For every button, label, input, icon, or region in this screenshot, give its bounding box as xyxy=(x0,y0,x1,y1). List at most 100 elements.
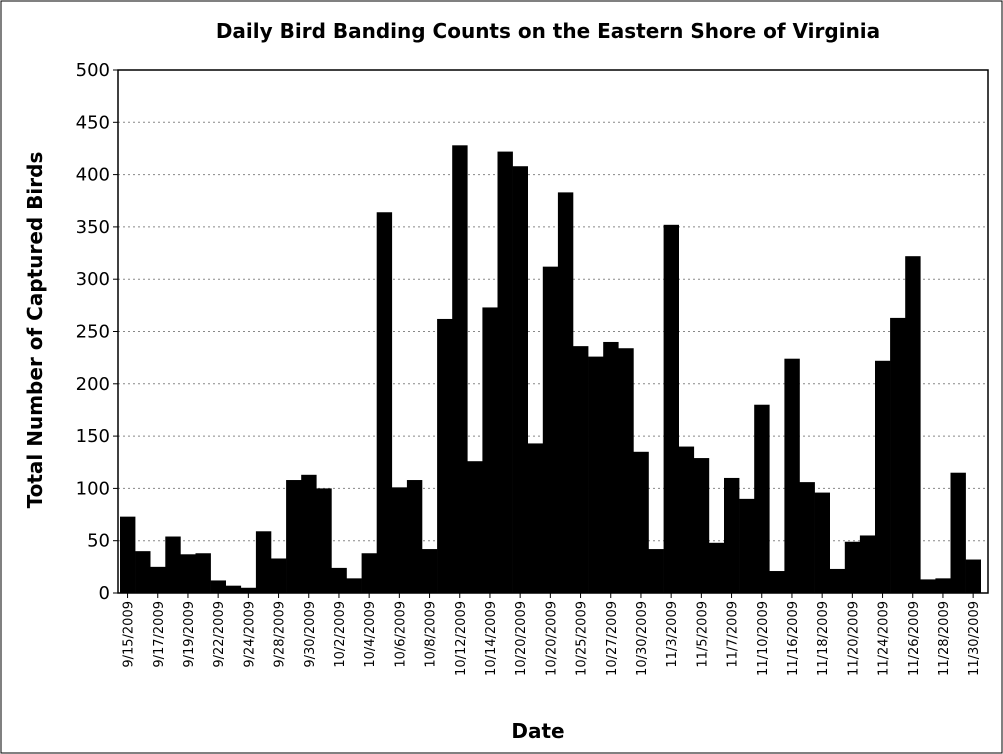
bar xyxy=(255,531,272,593)
x-tick-label: 9/22/2009 xyxy=(212,601,227,668)
bar xyxy=(663,224,679,594)
bar xyxy=(965,559,981,593)
x-tick-label: 10/4/2009 xyxy=(363,601,378,668)
y-tick-label: 200 xyxy=(76,374,110,395)
x-tick-label: 11/16/2009 xyxy=(786,601,801,676)
bar xyxy=(754,404,770,593)
bar xyxy=(301,474,317,593)
y-tick-label: 100 xyxy=(76,478,110,499)
y-tick-label: 350 xyxy=(76,217,110,238)
x-tick-label: 10/27/2009 xyxy=(605,601,620,676)
bar xyxy=(180,554,196,593)
x-tick-label: 10/20/2009 xyxy=(544,601,559,676)
x-tick-label: 11/7/2009 xyxy=(726,601,741,668)
bar xyxy=(633,451,649,593)
bar xyxy=(648,549,664,593)
bar xyxy=(376,212,393,594)
bar xyxy=(422,549,438,593)
x-tick-label: 11/10/2009 xyxy=(756,601,771,676)
bar xyxy=(467,461,483,593)
bar xyxy=(406,480,423,593)
bar xyxy=(135,551,151,593)
y-axis-label: Total Number of Captured Birds xyxy=(23,152,47,509)
bar xyxy=(769,571,785,593)
chart-title: Daily Bird Banding Counts on the Eastern… xyxy=(216,19,880,43)
bar xyxy=(482,307,498,593)
x-tick-label: 10/6/2009 xyxy=(393,601,408,668)
bar xyxy=(708,542,725,593)
x-tick-label: 9/30/2009 xyxy=(303,601,318,668)
x-tick-label: 10/14/2009 xyxy=(484,601,499,676)
bar xyxy=(527,443,544,593)
bar xyxy=(603,341,619,593)
bar xyxy=(361,553,377,593)
bar xyxy=(210,580,226,593)
bar xyxy=(286,480,302,593)
x-tick-label: 11/18/2009 xyxy=(816,601,831,676)
bar xyxy=(316,488,332,593)
bar xyxy=(814,492,830,593)
bar xyxy=(557,192,574,593)
bar xyxy=(739,498,755,593)
y-tick-label: 50 xyxy=(87,531,110,552)
x-tick-label: 11/24/2009 xyxy=(877,601,892,676)
bar xyxy=(165,536,181,593)
y-tick-label: 500 xyxy=(76,60,110,81)
x-axis-label: Date xyxy=(511,719,564,743)
y-tick-label: 450 xyxy=(76,112,110,133)
bar xyxy=(391,487,408,593)
x-tick-label: 11/5/2009 xyxy=(695,601,710,668)
x-tick-label: 11/3/2009 xyxy=(665,601,680,668)
bar xyxy=(784,358,800,593)
x-tick-label: 9/19/2009 xyxy=(182,601,197,668)
bar xyxy=(799,482,815,593)
bar xyxy=(271,558,287,593)
x-tick-label: 9/17/2009 xyxy=(152,601,167,668)
bar xyxy=(240,587,257,593)
bar xyxy=(618,348,634,593)
y-tick-label: 400 xyxy=(76,165,110,186)
bar xyxy=(150,566,166,593)
bar xyxy=(497,151,513,593)
bar xyxy=(693,458,710,593)
bar xyxy=(935,578,951,593)
y-tick-label: 150 xyxy=(76,426,110,447)
x-tick-label: 11/20/2009 xyxy=(846,601,861,676)
x-tick-label: 9/24/2009 xyxy=(242,601,257,668)
bar xyxy=(829,568,846,593)
bar xyxy=(573,346,589,593)
bar xyxy=(437,318,453,593)
bar xyxy=(225,585,242,593)
bar xyxy=(346,578,362,593)
bar xyxy=(331,567,347,593)
x-tick-label: 11/28/2009 xyxy=(937,601,952,676)
y-tick-label: 250 xyxy=(76,322,110,343)
bar xyxy=(724,477,740,593)
bar xyxy=(542,266,559,593)
bar xyxy=(905,256,921,593)
x-tick-label: 10/25/2009 xyxy=(575,601,590,676)
bar xyxy=(920,579,936,593)
x-tick-label: 11/26/2009 xyxy=(907,601,922,676)
bar xyxy=(195,553,211,593)
plot-border xyxy=(117,69,989,594)
bar xyxy=(588,356,604,593)
bar xyxy=(120,516,136,593)
bar xyxy=(844,541,861,593)
bar xyxy=(875,360,891,593)
bar xyxy=(452,145,468,593)
bar xyxy=(678,446,695,593)
x-tick-label: 10/12/2009 xyxy=(454,601,469,676)
bar xyxy=(950,472,966,593)
x-tick-label: 11/30/2009 xyxy=(967,601,982,676)
x-tick-label: 10/2/2009 xyxy=(333,601,348,668)
bar xyxy=(890,317,906,593)
x-tick-label: 10/8/2009 xyxy=(424,601,439,668)
x-tick-label: 10/30/2009 xyxy=(635,601,650,676)
bar xyxy=(512,166,528,593)
bar xyxy=(859,535,876,593)
x-tick-label: 10/20/2009 xyxy=(514,601,529,676)
x-tick-label: 9/15/2009 xyxy=(122,601,137,668)
x-tick-label: 9/28/2009 xyxy=(273,601,288,668)
